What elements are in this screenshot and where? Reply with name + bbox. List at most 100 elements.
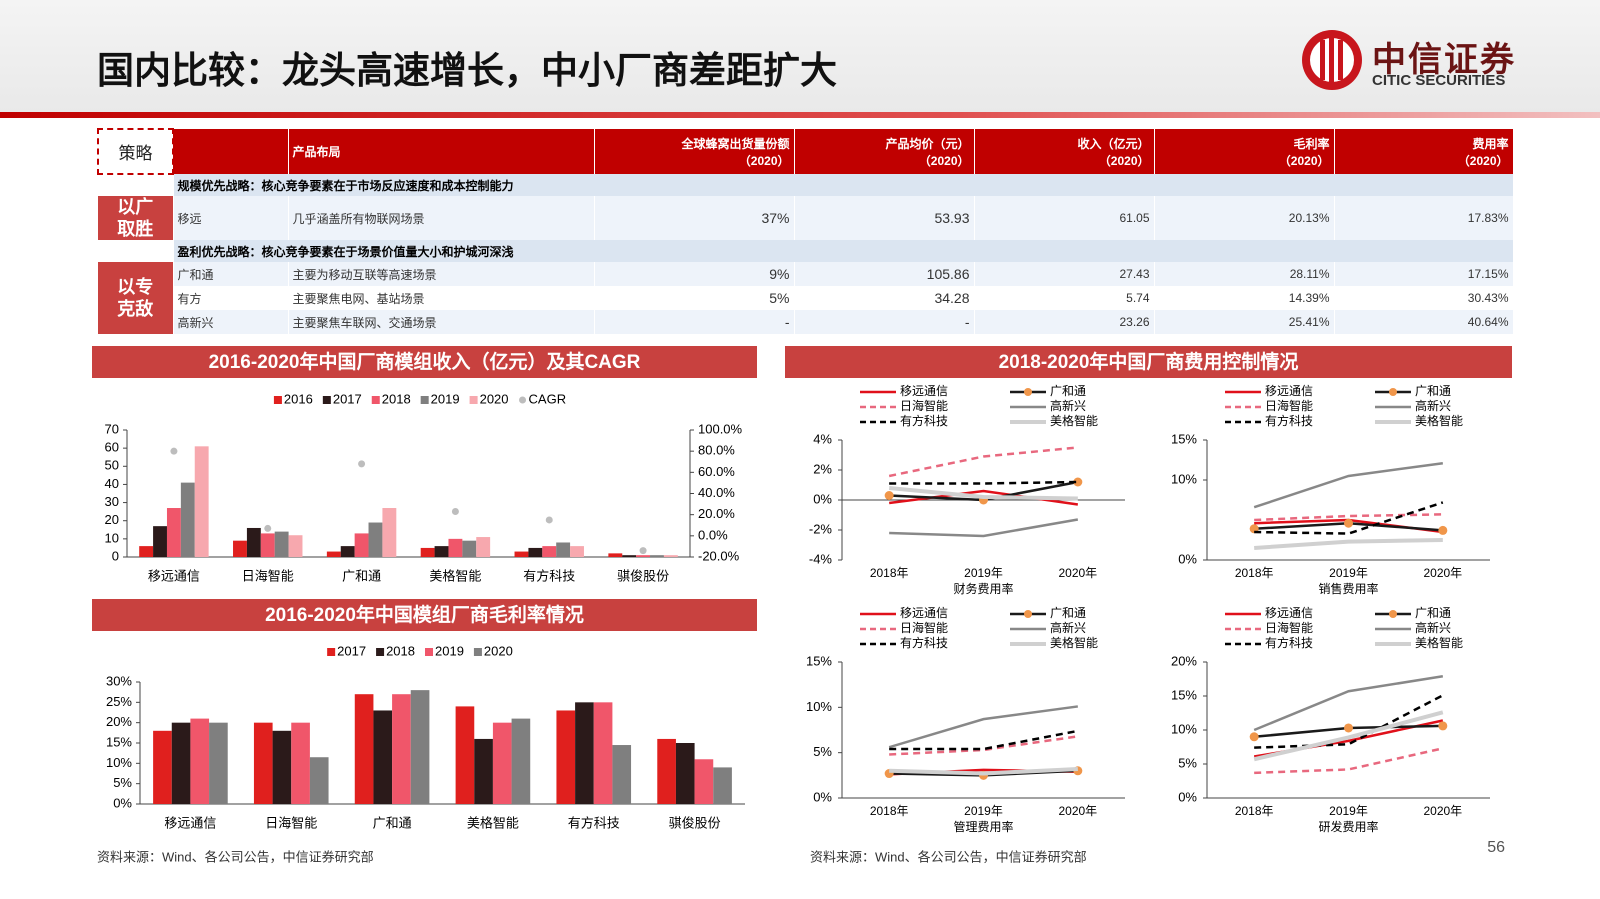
legend-swatch	[273, 396, 282, 404]
legend-swatch	[425, 648, 433, 656]
header-cell: 产品布局	[288, 129, 595, 174]
legend-swatch	[469, 396, 478, 404]
y-tick-label: 10%	[1171, 721, 1197, 736]
header-cell	[173, 129, 289, 174]
series-line	[889, 766, 1078, 776]
legend-label: 2016	[284, 391, 313, 406]
legend-item: 2020	[469, 391, 509, 406]
cagr-point	[545, 516, 553, 524]
legend-label: 广和通	[1050, 606, 1086, 620]
bar	[474, 738, 493, 804]
legend-label: 有方科技	[900, 635, 948, 650]
series-marker	[1438, 721, 1448, 731]
bar	[246, 527, 261, 557]
table-cell: 有方	[173, 286, 289, 310]
bar	[354, 533, 369, 557]
header-rule	[0, 112, 1600, 118]
table-cell: 34.28	[794, 286, 975, 310]
y-tick-label: 30	[105, 494, 119, 509]
panel-title: 2018-2020年中国厂商费用控制情况	[999, 350, 1299, 373]
table-cell: 17.15%	[1334, 262, 1514, 286]
x-tick-label: 2020年	[1423, 566, 1462, 580]
header-sub: （2020）	[738, 153, 790, 168]
table-cell: 30.43%	[1334, 286, 1514, 310]
data-row: 以专克敌 广和通 主要为移动互联等高速场景 9% 105.86 27.43 28.11% 17…	[98, 262, 1514, 334]
legend-label: 2017	[337, 643, 366, 658]
cagr-point	[264, 524, 272, 532]
note-row: 盈利优先战略：核心竞争要素在于场景价值量大小和护城河深浅	[98, 240, 1514, 262]
table-cell: 14.39%	[1154, 286, 1335, 310]
bar	[636, 555, 651, 557]
table-cell: 主要为移动互联等高速场景	[288, 262, 595, 286]
legend-item: 2020	[473, 643, 513, 658]
table-cell: 27.43	[974, 262, 1155, 286]
bar	[556, 542, 571, 557]
bar	[209, 722, 228, 804]
bar	[274, 531, 289, 557]
bar	[622, 555, 637, 557]
y2-tick-label: 40.0%	[698, 485, 735, 500]
bar	[288, 535, 303, 557]
legend-label: 日海智能	[900, 398, 948, 413]
y-tick-label: 20%	[1171, 653, 1197, 668]
bar	[373, 710, 393, 804]
bar	[309, 757, 329, 804]
y2-tick-label: 0.0%	[698, 527, 728, 542]
bar	[326, 551, 341, 557]
legend-label: 高新兴	[1050, 620, 1086, 635]
y-tick-label: 10%	[806, 699, 832, 714]
x-tick-label: 2018年	[870, 566, 909, 580]
header-sub: （2020）	[918, 153, 970, 168]
y-tick-label: 5%	[1178, 755, 1197, 770]
series-line	[889, 518, 1079, 538]
cagr-point	[639, 547, 647, 555]
legend-item: 2018	[371, 391, 411, 406]
bar	[233, 540, 247, 557]
bar	[663, 555, 678, 557]
x-axis-title: 财务费用率	[953, 581, 1013, 596]
y-tick-label: 0	[112, 548, 119, 563]
y-tick-label: 30%	[106, 673, 132, 688]
bar	[171, 722, 191, 804]
series-line	[889, 729, 1079, 751]
legend-label: 高新兴	[1415, 620, 1451, 635]
x-axis-title: 管理费用率	[953, 819, 1013, 834]
table-cell: 广和通	[173, 262, 289, 286]
x-axis-title: 研发费用率	[1318, 819, 1378, 834]
bar	[382, 508, 397, 557]
table-cell: 40.64%	[1334, 310, 1514, 334]
panel-title-bar	[785, 346, 1512, 378]
note-cell: 盈利优先战略：核心竞争要素在于场景价值量大小和护城河深浅	[173, 240, 1514, 262]
x-tick-label: 有方科技	[523, 568, 575, 583]
table-cell: 17.83%	[1334, 196, 1514, 240]
bar	[556, 710, 576, 804]
logo-subtext: CITIC SECURITIES	[1372, 72, 1506, 89]
series-marker	[1073, 477, 1083, 487]
y-tick-label: 10	[105, 530, 119, 545]
bar	[593, 702, 613, 804]
y-tick-label: 25%	[106, 694, 132, 709]
bar	[657, 738, 676, 804]
header-cell: 收入（亿元） （2020）	[974, 129, 1155, 174]
x-tick-label: 2019年	[964, 804, 1003, 818]
bar	[514, 551, 529, 557]
series-line	[1253, 461, 1443, 509]
header-cell: 产品均价（元） （2020）	[794, 129, 975, 174]
bar	[528, 547, 543, 557]
bar	[272, 730, 292, 804]
legend-label: 移远通信	[900, 606, 948, 620]
y2-tick-label: 20.0%	[698, 506, 735, 521]
logo-mark	[1302, 30, 1362, 90]
series-line	[888, 705, 1078, 749]
series-line	[1254, 513, 1443, 522]
bar	[476, 537, 491, 557]
bar	[291, 722, 310, 804]
y-tick-label: 10%	[1171, 471, 1197, 486]
header-sub: （2020）	[1457, 153, 1509, 168]
y2-tick-label: 80.0%	[698, 443, 735, 458]
panel-title-bar	[92, 346, 757, 378]
legend-label: 2020	[484, 643, 513, 658]
legend-swatch	[322, 396, 331, 404]
bar	[368, 522, 383, 557]
